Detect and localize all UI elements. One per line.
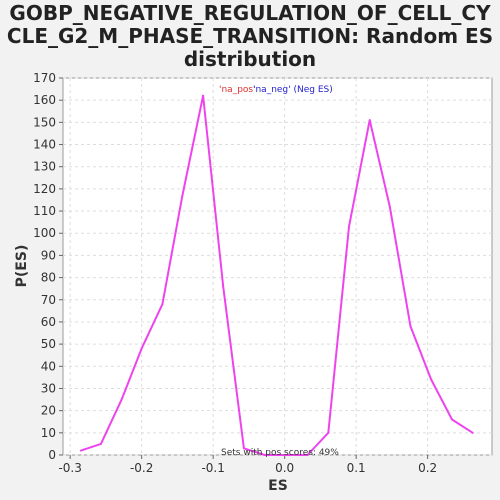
- es-distribution-line: [80, 94, 474, 456]
- legend-neg-label: 'na_neg' (Neg ES): [253, 85, 333, 95]
- data-point: [181, 194, 184, 197]
- y-tick-label: 170: [33, 71, 56, 85]
- grid: [63, 77, 492, 456]
- y-tick-label: 120: [33, 182, 56, 196]
- series-layer: [79, 94, 474, 456]
- x-tick-label: -0.3: [58, 461, 81, 475]
- y-tick-label: 40: [41, 359, 56, 373]
- data-point: [450, 418, 453, 421]
- legend-pos-label: 'na_pos': [219, 85, 256, 95]
- data-point: [368, 119, 371, 122]
- data-point: [409, 325, 412, 328]
- plot-area: [62, 77, 493, 456]
- pos-score-annotation: Sets with pos scores: 49%: [221, 448, 339, 458]
- y-tick-label: 50: [41, 337, 56, 351]
- y-tick-label: 20: [41, 404, 56, 418]
- data-point: [242, 447, 245, 450]
- x-tick-label: -0.2: [130, 461, 153, 475]
- y-tick-label: 100: [33, 226, 56, 240]
- y-tick-label: 0: [48, 448, 56, 462]
- data-point: [222, 285, 225, 288]
- y-tick-label: 70: [41, 293, 56, 307]
- data-point: [430, 378, 433, 381]
- title-line-1: GOBP_NEGATIVE_REGULATION_OF_CELL_CY: [9, 1, 491, 25]
- y-tick-label: 10: [41, 426, 56, 440]
- x-tick-label: 0.0: [275, 461, 294, 475]
- data-point: [79, 449, 82, 452]
- y-tick-label: 60: [41, 315, 56, 329]
- y-tick-label: 30: [41, 381, 56, 395]
- data-point: [120, 398, 123, 401]
- axes: 0 10 20 30 40 50 60 70 80 90 100 110 120 130 140 150 160…: [33, 71, 437, 475]
- data-point: [471, 431, 474, 434]
- data-point: [161, 303, 164, 306]
- y-tick-label: 110: [33, 204, 56, 218]
- data-point: [306, 454, 309, 456]
- y-tick-label: 80: [41, 271, 56, 285]
- x-tick-label: -0.1: [201, 461, 224, 475]
- y-tick-label: 130: [33, 160, 56, 174]
- data-point: [202, 94, 205, 97]
- y-tick-label: 160: [33, 93, 56, 107]
- data-point: [99, 442, 102, 445]
- x-tick-label: 0.2: [418, 461, 437, 475]
- y-tick-label: 150: [33, 115, 56, 129]
- y-axis-title: P(ES): [14, 245, 30, 288]
- data-point: [388, 205, 391, 208]
- y-tick-label: 90: [41, 248, 56, 262]
- data-point: [327, 431, 330, 434]
- x-tick-label: 0.1: [347, 461, 366, 475]
- chart-title: GOBP_NEGATIVE_REGULATION_OF_CELL_CY CLE_…: [0, 2, 500, 71]
- data-point: [348, 225, 350, 228]
- data-point: [140, 347, 143, 350]
- title-line-2: CLE_G2_M_PHASE_TRANSITION: Random ES: [6, 24, 494, 48]
- y-tick-label: 140: [33, 138, 56, 152]
- data-point: [263, 454, 266, 456]
- title-line-3: distribution: [183, 47, 317, 71]
- data-point: [283, 454, 286, 456]
- x-axis-title: ES: [268, 478, 288, 494]
